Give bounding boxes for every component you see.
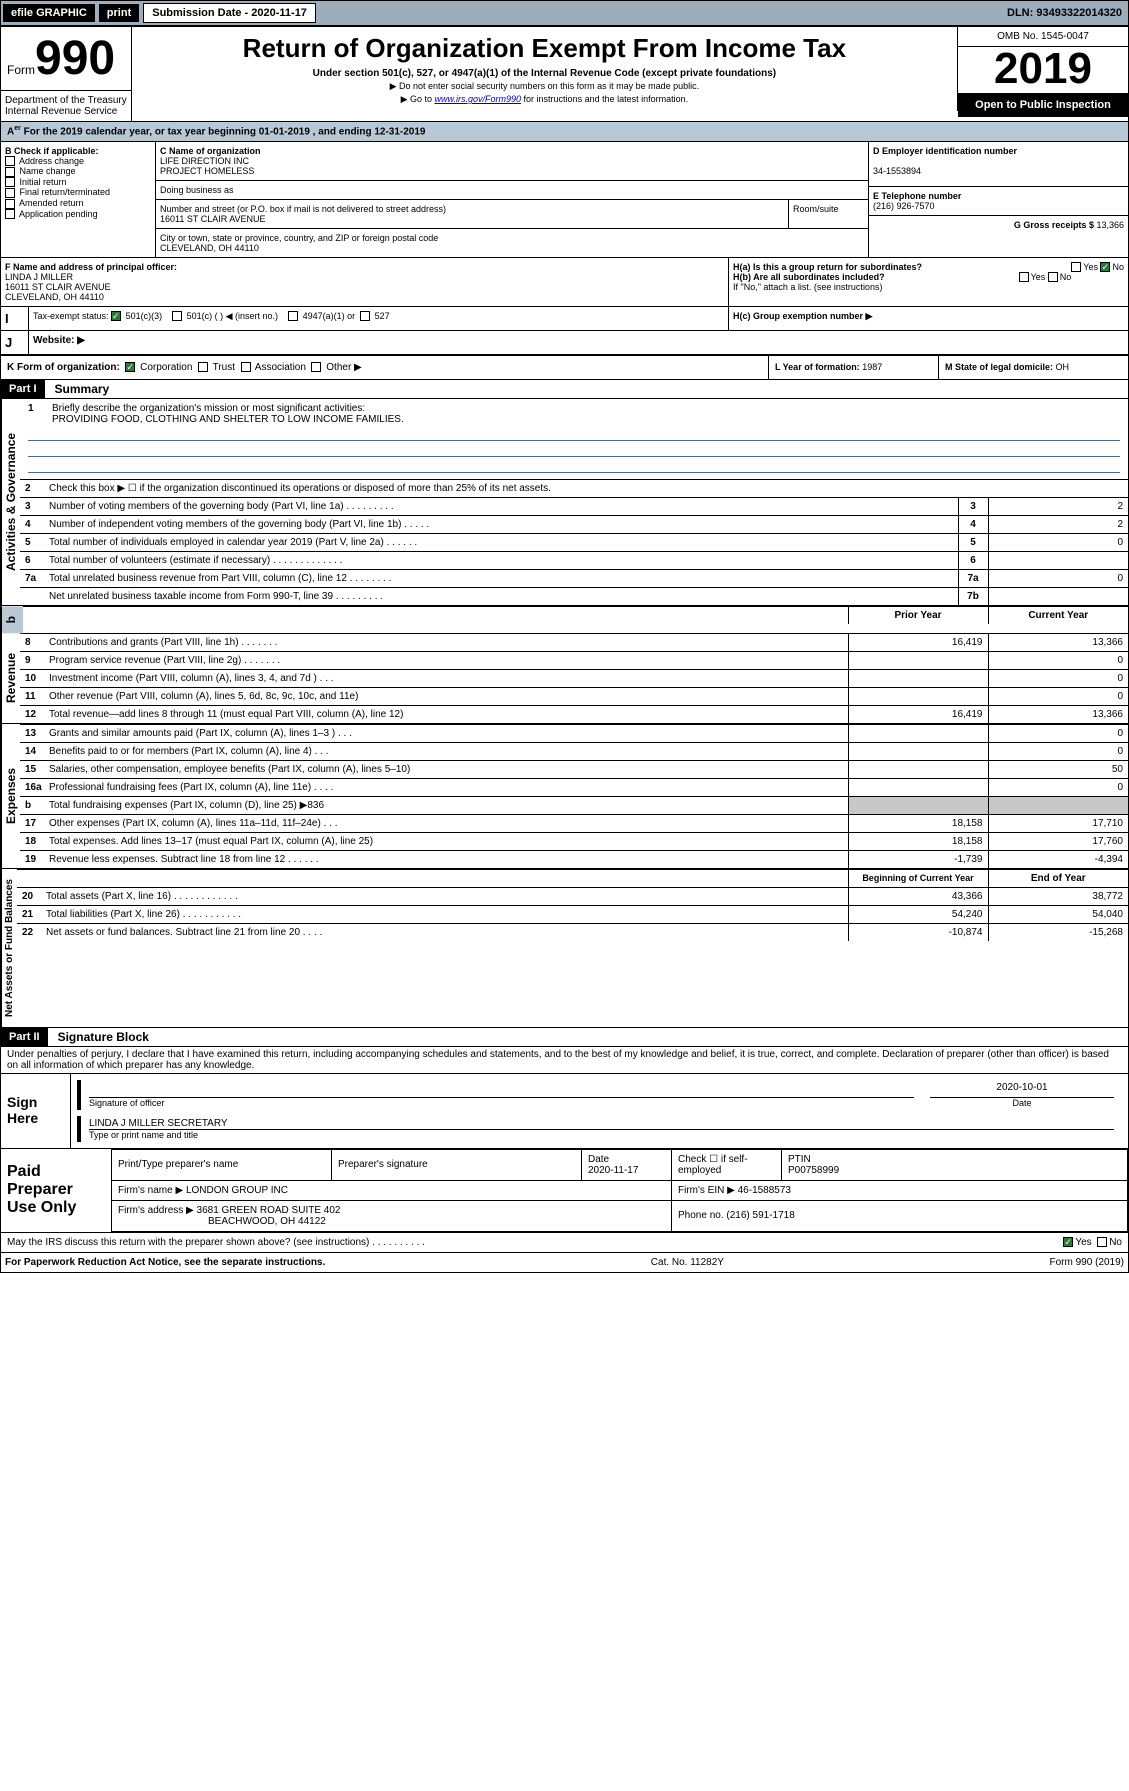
firm-phone: (216) 591-1718 — [726, 1210, 794, 1221]
prep-date: 2020-11-17 — [588, 1165, 638, 1176]
hdr-current: Current Year — [988, 606, 1128, 624]
side-b: b — [1, 606, 23, 633]
val-5: 0 — [988, 533, 1128, 551]
val-21p: 54,240 — [848, 905, 988, 923]
box-i-label: I — [1, 307, 29, 330]
box-b: B Check if applicable: Address change Na… — [1, 142, 156, 257]
phone: (216) 926-7570 — [873, 201, 935, 211]
box-hc: H(c) Group exemption number ▶ — [728, 307, 1128, 330]
val-3: 2 — [988, 497, 1128, 515]
ptin: P00758999 — [788, 1165, 839, 1176]
side-governance: Activities & Governance — [1, 399, 20, 605]
val-20p: 43,366 — [848, 887, 988, 905]
val-7b — [988, 587, 1128, 605]
subtitle: Under section 501(c), 527, or 4947(a)(1)… — [142, 68, 947, 79]
website: Website: ▶ — [29, 331, 1128, 354]
val-15c: 50 — [988, 760, 1128, 778]
print-btn[interactable]: print — [99, 4, 139, 22]
form-number: 990 — [35, 37, 115, 80]
dept: Department of the Treasury Internal Reve… — [1, 90, 132, 121]
hdr-prior: Prior Year — [848, 606, 988, 624]
val-4: 2 — [988, 515, 1128, 533]
discuss-line: May the IRS discuss this return with the… — [1, 1232, 1128, 1252]
footer: For Paperwork Reduction Act Notice, see … — [1, 1252, 1128, 1272]
hdr-begin: Beginning of Current Year — [848, 869, 988, 887]
address: 16011 ST CLAIR AVENUE — [160, 214, 266, 224]
firm-addr1: 3681 GREEN ROAD SUITE 402 — [197, 1205, 341, 1216]
val-14c: 0 — [988, 742, 1128, 760]
val-12p: 16,419 — [848, 705, 988, 723]
val-12c: 13,366 — [988, 705, 1128, 723]
box-f: F Name and address of principal officer:… — [1, 258, 728, 306]
val-19c: -4,394 — [988, 850, 1128, 868]
sig-officer-label: Signature of officer — [89, 1098, 914, 1108]
box-k: K Form of organization: Corporation Trus… — [1, 356, 768, 379]
part2-header: Part II — [1, 1028, 48, 1046]
penalty-text: Under penalties of perjury, I declare th… — [1, 1046, 1128, 1073]
val-19p: -1,739 — [848, 850, 988, 868]
note2: ▶ Go to www.irs.gov/Form990 for instruct… — [142, 94, 947, 105]
org-name1: LIFE DIRECTION INC — [160, 156, 249, 166]
dba: Doing business as — [156, 181, 868, 200]
org-name2: PROJECT HOMELESS — [160, 166, 254, 176]
irs-link[interactable]: www.irs.gov/Form990 — [435, 94, 522, 104]
side-expenses: Expenses — [1, 724, 20, 868]
note1: ▶ Do not enter social security numbers o… — [142, 81, 947, 92]
period-line: Aer For the 2019 calendar year, or tax y… — [1, 121, 1128, 140]
val-18c: 17,760 — [988, 832, 1128, 850]
box-j-label: J — [1, 331, 29, 354]
efile-btn[interactable]: efile GRAPHIC — [3, 4, 95, 22]
side-net: Net Assets or Fund Balances — [1, 869, 17, 1027]
sig-date: 2020-10-01 — [930, 1082, 1114, 1098]
paid-preparer-label: Paid Preparer Use Only — [1, 1149, 111, 1232]
val-6 — [988, 551, 1128, 569]
sign-here: Sign Here — [1, 1074, 71, 1148]
firm-ein: 46-1588573 — [738, 1185, 791, 1196]
topbar: efile GRAPHIC print Submission Date - 20… — [0, 0, 1129, 26]
val-9c: 0 — [988, 651, 1128, 669]
ein: 34-1553894 — [873, 166, 921, 176]
val-22p: -10,874 — [848, 923, 988, 941]
val-8p: 16,419 — [848, 633, 988, 651]
hdr-end: End of Year — [988, 869, 1128, 887]
val-22c: -15,268 — [988, 923, 1128, 941]
firm-addr2: BEACHWOOD, OH 44122 — [208, 1216, 326, 1227]
val-16ac: 0 — [988, 778, 1128, 796]
val-18p: 18,158 — [848, 832, 988, 850]
city: CLEVELAND, OH 44110 — [160, 243, 259, 253]
header: Form 990 Department of the Treasury Inte… — [1, 27, 1128, 121]
sig-name: LINDA J MILLER SECRETARY — [89, 1118, 1114, 1130]
mission: PROVIDING FOOD, CLOTHING AND SHELTER TO … — [52, 414, 404, 425]
gross-receipts: 13,366 — [1096, 220, 1124, 230]
val-7a: 0 — [988, 569, 1128, 587]
val-10c: 0 — [988, 669, 1128, 687]
tax-year: 2019 — [958, 47, 1128, 91]
val-11c: 0 — [988, 687, 1128, 705]
box-l: L Year of formation: 1987 — [768, 356, 938, 379]
org-name-label: C Name of organization — [160, 146, 261, 156]
open-public: Open to Public Inspection — [958, 93, 1128, 117]
val-21c: 54,040 — [988, 905, 1128, 923]
val-13c: 0 — [988, 724, 1128, 742]
firm-name: LONDON GROUP INC — [186, 1185, 288, 1196]
part1-title: Summary — [55, 382, 110, 396]
part1-header: Part I — [1, 380, 45, 398]
val-20c: 38,772 — [988, 887, 1128, 905]
val-17c: 17,710 — [988, 814, 1128, 832]
part2-title: Signature Block — [58, 1030, 149, 1044]
box-m: M State of legal domicile: OH — [938, 356, 1128, 379]
val-8c: 13,366 — [988, 633, 1128, 651]
submission-date: Submission Date - 2020-11-17 — [143, 3, 316, 23]
side-revenue: Revenue — [1, 633, 20, 723]
main-title: Return of Organization Exempt From Incom… — [142, 33, 947, 64]
dln: DLN: 93493322014320 — [1007, 7, 1128, 19]
box-h: H(a) Is this a group return for subordin… — [728, 258, 1128, 306]
form-text: Form — [7, 63, 35, 77]
val-17p: 18,158 — [848, 814, 988, 832]
